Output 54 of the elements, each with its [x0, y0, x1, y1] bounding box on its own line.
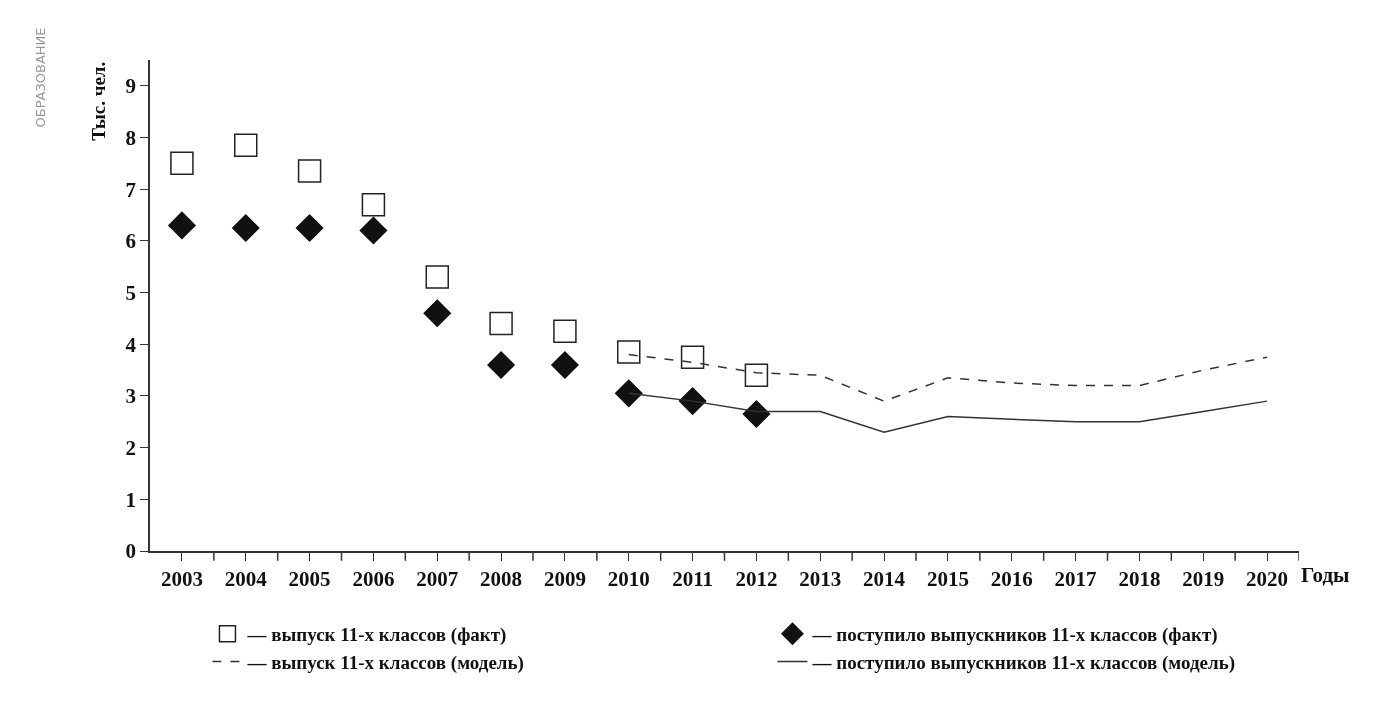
y-tick-label: 7	[125, 177, 137, 202]
point	[487, 351, 515, 379]
x-tick-label: 2004	[224, 566, 268, 591]
point	[742, 400, 771, 428]
x-tick-label: 2010	[607, 566, 650, 591]
x-tick-label: 2014	[863, 566, 906, 591]
y-tick-label: 1	[125, 487, 137, 512]
point	[361, 192, 386, 217]
legend-label: — выпуск 11-х классов (факт)	[246, 624, 507, 647]
y-tick-label: 3	[125, 384, 137, 409]
x-tick-label: 2007	[416, 566, 459, 591]
point	[553, 319, 577, 344]
y-tick-label: 2	[125, 435, 137, 460]
point	[744, 363, 769, 388]
point	[170, 151, 194, 176]
x-tick-label: 2005	[288, 566, 331, 591]
x-tick-label: 2012	[735, 566, 778, 591]
x-tick-label: 2018	[1118, 566, 1161, 591]
y-tick-label: 9	[125, 74, 137, 99]
x-tick-label: 2013	[799, 566, 842, 591]
x-tick-label: 2016	[990, 566, 1033, 591]
x-tick-label: 2020	[1246, 566, 1289, 591]
point	[617, 340, 641, 364]
y-tick-label: 5	[125, 280, 137, 305]
text: ОБРАЗОВАНИЕ	[33, 27, 49, 128]
legend-label: — выпуск 11-х классов (модель)	[246, 651, 524, 674]
legend-label: — поступило выпускников 11-х классов (факт)	[811, 624, 1218, 647]
y-tick-label: 0	[125, 539, 137, 564]
x-tick-label: 2015	[926, 566, 969, 591]
x-tick-label: 2008	[480, 566, 523, 591]
point	[295, 214, 324, 242]
point	[359, 216, 388, 245]
y-tick-label: 4	[125, 332, 137, 357]
point	[423, 299, 451, 327]
point	[297, 159, 322, 183]
point	[232, 214, 260, 242]
point	[551, 351, 579, 379]
x-tick-label: 2006	[352, 566, 395, 591]
x-axis-title: Годы	[1301, 563, 1350, 587]
point	[425, 265, 449, 289]
x-tick-label: 2019	[1182, 566, 1225, 591]
x-tick-label: 2003	[160, 566, 203, 591]
y-tick-label: 8	[125, 125, 137, 150]
point	[680, 345, 705, 369]
y-axis-title: Тыс. чел.	[87, 61, 109, 141]
point	[168, 211, 196, 240]
point	[615, 379, 643, 408]
y-tick-label: 6	[125, 229, 137, 254]
point	[489, 311, 513, 336]
point	[234, 133, 258, 158]
x-tick-label: 2017	[1054, 566, 1097, 591]
legend-label: — поступило выпускников 11-х классов (модель)	[811, 651, 1236, 674]
x-tick-label: 2009	[543, 566, 586, 591]
x-tick-label: 2011	[672, 566, 713, 591]
